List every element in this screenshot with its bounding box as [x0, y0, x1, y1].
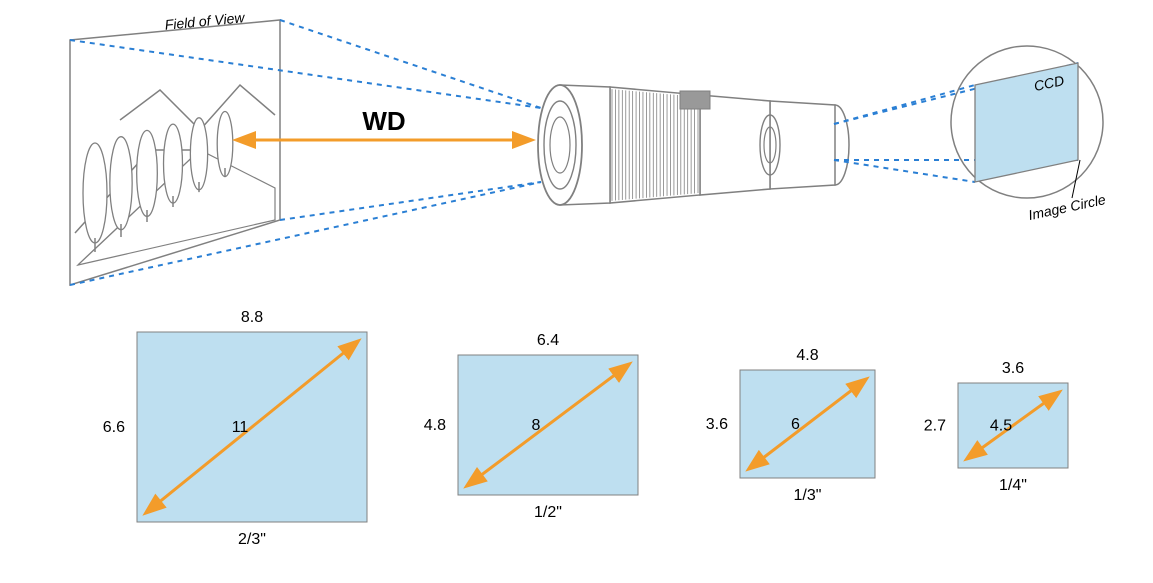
wd-label: WD: [362, 106, 405, 136]
sensor-format-label: 2/3": [238, 531, 266, 548]
sensor-format-label: 1/3": [794, 487, 822, 504]
sensor-diagonal-label: 6: [791, 416, 800, 433]
sensor-width-label: 3.6: [1002, 360, 1024, 377]
sensor-height-label: 4.8: [424, 417, 446, 434]
optical-ray: [834, 160, 975, 182]
sensor-format-label: 1/2": [534, 504, 562, 521]
sensor-height-label: 2.7: [924, 418, 946, 435]
lens-diagram: Field of ViewCCDImage CircleWD: [70, 9, 1117, 285]
sensor-diagonal-label: 4.5: [990, 418, 1012, 435]
sensor-width-label: 8.8: [241, 309, 263, 326]
sensor-diagonal-label: 8: [532, 417, 541, 434]
sensor-width-label: 4.8: [796, 347, 818, 364]
sensor-format-box: 6.4 4.8 8 1/2": [424, 332, 638, 521]
lens: [538, 85, 849, 205]
sensor-diagonal-label: 11: [232, 419, 249, 436]
image-circle-callout: [1072, 160, 1080, 198]
optical-ray: [280, 20, 541, 108]
sensor-format-box: 8.8 6.6 11 2/3": [103, 309, 367, 548]
image-circle-label: Image Circle: [1027, 191, 1107, 223]
sensor-height-label: 3.6: [706, 416, 728, 433]
sensor-height-label: 6.6: [103, 419, 125, 436]
optical-ray: [280, 182, 541, 220]
sensor-format-box: 3.6 2.7 4.5 1/4": [924, 360, 1068, 494]
sensor-format-label: 1/4": [999, 477, 1027, 494]
sensor-format-box: 4.8 3.6 6 1/3": [706, 347, 875, 504]
sensor-width-label: 6.4: [537, 332, 559, 349]
